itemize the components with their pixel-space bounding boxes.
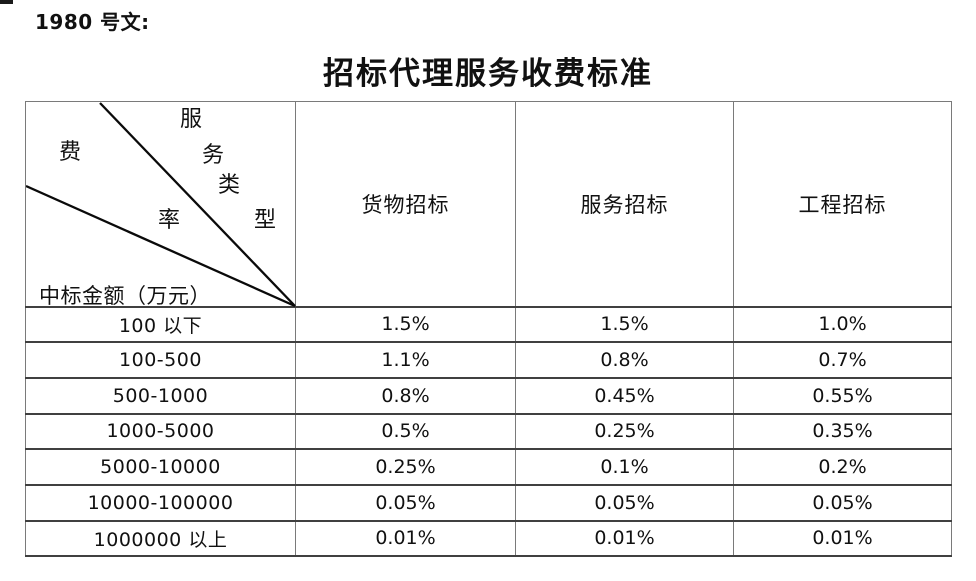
table-row: 1000-5000 0.5% 0.25% 0.35% (25, 412, 952, 451)
row-label: 500-1000 (25, 376, 296, 415)
cell-value: 0.8% (295, 376, 516, 415)
cell-value: 1.0% (733, 305, 952, 344)
table-row: 100-500 1.1% 0.8% 0.7% (25, 341, 952, 379)
cell-value: 0.01% (295, 519, 516, 558)
corner-amount-label: 中标金额（万元） (39, 284, 211, 308)
corner-type-char: 型 (254, 208, 278, 233)
fee-standard-table: 服 费 务 类 率 型 中标金额（万元） 货物招标 服务招标 工程招标 100 … (25, 101, 952, 558)
corner-fee-char: 费 (59, 140, 83, 165)
row-label: 1000000 以上 (25, 519, 296, 558)
doc-number-label: 1980 号文: (35, 10, 150, 34)
cell-value: 0.7% (733, 341, 952, 379)
table-row: 100 以下 1.5% 1.5% 1.0% (25, 305, 952, 344)
corner-type-char: 服 (180, 107, 204, 132)
diagonal-corner-cell: 服 费 务 类 率 型 中标金额（万元） (25, 101, 296, 308)
cell-value: 0.8% (515, 341, 734, 379)
row-label: 100 以下 (25, 305, 296, 344)
cell-value: 1.1% (295, 341, 516, 379)
diagonal-split-lines (26, 102, 296, 307)
cell-value: 0.01% (515, 519, 734, 558)
cell-value: 1.5% (515, 305, 734, 344)
cell-value: 0.55% (733, 376, 952, 415)
row-label: 1000-5000 (25, 412, 296, 451)
column-header-engineering: 工程招标 (733, 101, 952, 308)
table-row: 1000000 以上 0.01% 0.01% 0.01% (25, 519, 952, 558)
corner-fee-char: 率 (158, 208, 182, 233)
corner-type-char: 务 (202, 143, 226, 168)
cell-value: 1.5% (295, 305, 516, 344)
column-header-goods: 货物招标 (295, 101, 516, 308)
cell-value: 0.2% (733, 448, 952, 486)
cell-value: 0.05% (295, 483, 516, 522)
cell-value: 0.5% (295, 412, 516, 451)
cell-value: 0.1% (515, 448, 734, 486)
corner-type-char: 类 (218, 173, 242, 198)
table-row: 500-1000 0.8% 0.45% 0.55% (25, 376, 952, 415)
cell-value: 0.25% (295, 448, 516, 486)
table-header-row: 服 费 务 类 率 型 中标金额（万元） 货物招标 服务招标 工程招标 (25, 101, 952, 308)
cell-value: 0.05% (515, 483, 734, 522)
row-label: 5000-10000 (25, 448, 296, 486)
page-corner-mark (0, 0, 13, 4)
cell-value: 0.05% (733, 483, 952, 522)
table-row: 5000-10000 0.25% 0.1% 0.2% (25, 448, 952, 486)
row-label: 10000-100000 (25, 483, 296, 522)
cell-value: 0.01% (733, 519, 952, 558)
row-label: 100-500 (25, 341, 296, 379)
table-row: 10000-100000 0.05% 0.05% 0.05% (25, 483, 952, 522)
page-title: 招标代理服务收费标准 (323, 56, 653, 92)
cell-value: 0.25% (515, 412, 734, 451)
cell-value: 0.35% (733, 412, 952, 451)
cell-value: 0.45% (515, 376, 734, 415)
column-header-service: 服务招标 (515, 101, 734, 308)
